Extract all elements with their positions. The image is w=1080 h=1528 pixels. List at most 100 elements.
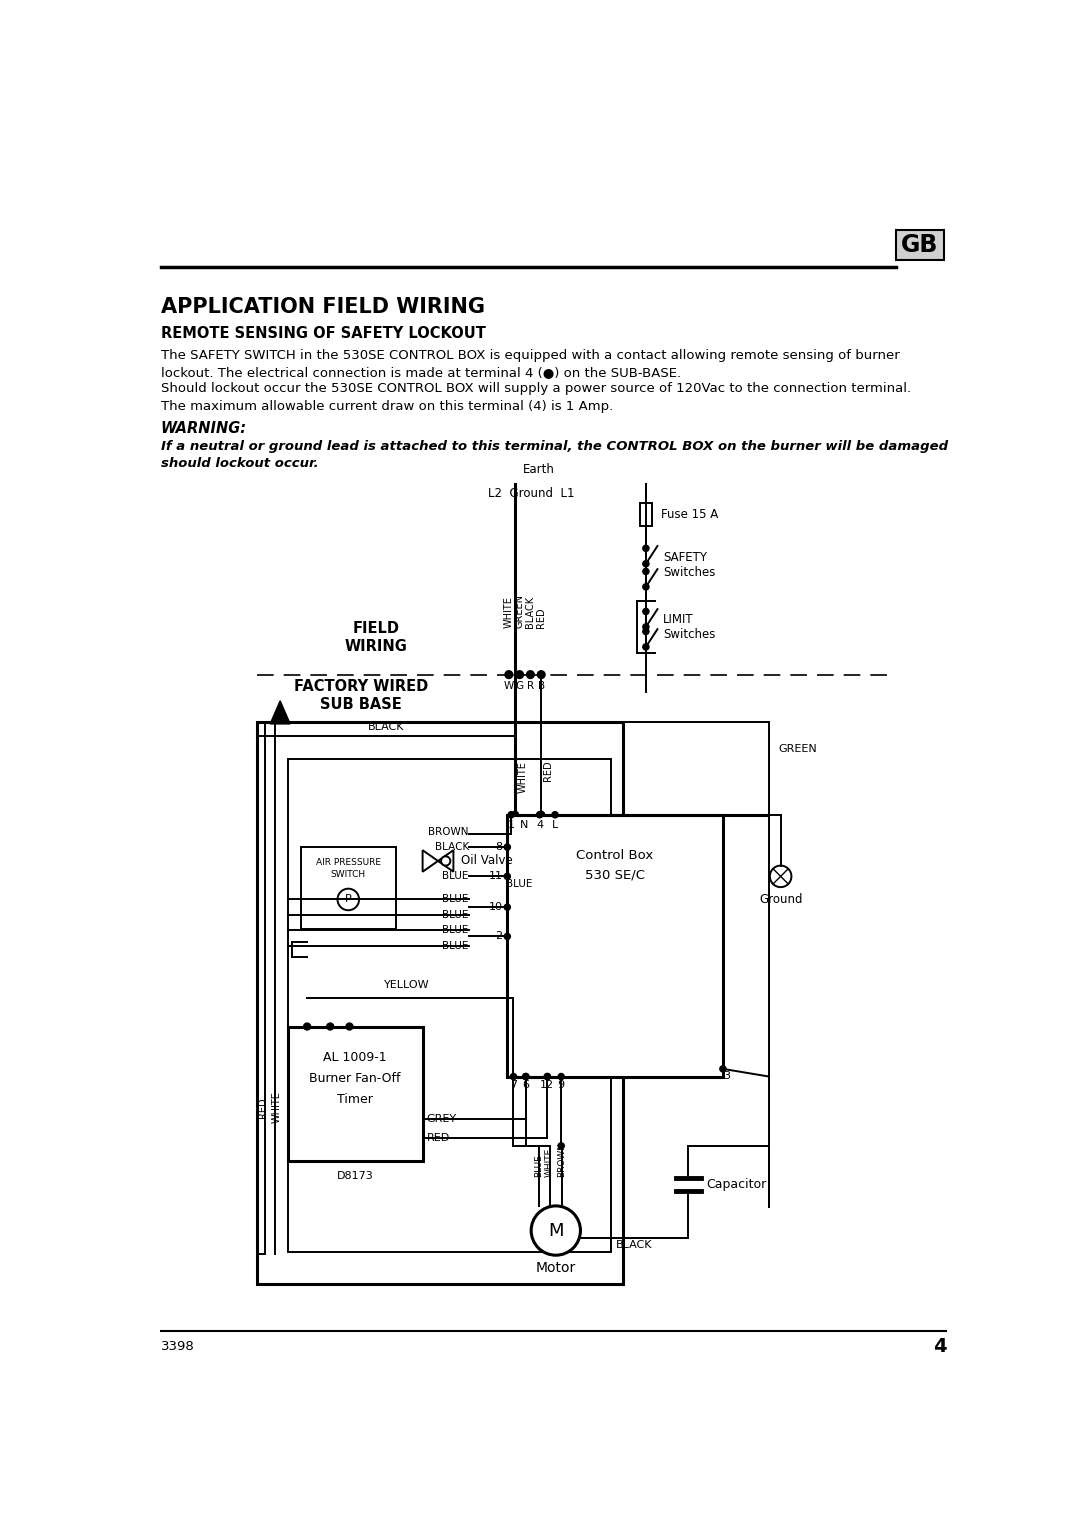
Circle shape (531, 1206, 580, 1254)
Circle shape (512, 811, 518, 817)
Text: P: P (345, 894, 352, 905)
Bar (288, 1027, 422, 1161)
Text: 11: 11 (488, 871, 502, 882)
Text: Earth: Earth (523, 463, 554, 475)
Circle shape (346, 1024, 353, 1030)
Text: BLUE: BLUE (443, 871, 469, 882)
Text: 6: 6 (523, 1080, 529, 1091)
Text: Control Box: Control Box (577, 850, 653, 862)
Text: N: N (521, 821, 528, 830)
Text: GB: GB (902, 232, 939, 257)
Circle shape (643, 643, 649, 649)
Text: 12: 12 (540, 1080, 554, 1091)
Circle shape (643, 545, 649, 552)
Text: BLUE: BLUE (443, 926, 469, 935)
Circle shape (643, 608, 649, 614)
Text: AL 1009-1: AL 1009-1 (323, 1051, 387, 1063)
Circle shape (327, 1024, 334, 1030)
Text: Timer: Timer (337, 1093, 374, 1106)
Text: If a neutral or ground lead is attached to this terminal, the CONTROL BOX on the: If a neutral or ground lead is attached … (161, 440, 948, 471)
Circle shape (338, 889, 359, 911)
Circle shape (643, 628, 649, 634)
Circle shape (537, 811, 543, 817)
Text: Capacitor: Capacitor (706, 1178, 767, 1190)
Text: BLACK: BLACK (616, 1239, 652, 1250)
Text: BLACK: BLACK (434, 842, 469, 853)
Text: BLUE: BLUE (443, 894, 469, 905)
Bar (639, 503, 652, 526)
Circle shape (527, 671, 535, 678)
Text: RED: RED (543, 761, 553, 781)
Circle shape (643, 584, 649, 590)
Text: WHITE: WHITE (271, 1091, 281, 1123)
Circle shape (558, 1143, 564, 1149)
Text: RED: RED (536, 608, 546, 628)
Text: D8173: D8173 (337, 1172, 374, 1181)
Text: 1: 1 (508, 821, 515, 830)
Text: M: M (548, 1221, 564, 1239)
Circle shape (538, 671, 545, 678)
Text: G: G (515, 681, 524, 691)
Text: 3398: 3398 (161, 1340, 194, 1352)
Text: WHITE: WHITE (517, 761, 527, 793)
Circle shape (303, 1024, 311, 1030)
Text: LIMIT
Switches: LIMIT Switches (663, 613, 715, 640)
Circle shape (558, 1074, 564, 1080)
Text: W: W (503, 681, 514, 691)
Bar (896, 229, 944, 260)
Text: 9: 9 (557, 1080, 565, 1091)
Text: B: B (538, 681, 544, 691)
Bar (288, 759, 611, 1251)
Circle shape (504, 843, 511, 850)
Text: GREY: GREY (427, 1114, 457, 1125)
Circle shape (544, 1074, 551, 1080)
Text: BROWN: BROWN (557, 1141, 567, 1177)
Text: SWITCH: SWITCH (330, 871, 366, 879)
Text: FIELD
WIRING: FIELD WIRING (345, 622, 408, 654)
Text: BLACK: BLACK (368, 721, 404, 732)
Text: 4: 4 (932, 1337, 946, 1355)
Text: BLUE: BLUE (535, 1154, 543, 1177)
Text: 8: 8 (496, 842, 502, 853)
Text: FACTORY WIRED
SUB BASE: FACTORY WIRED SUB BASE (294, 680, 428, 712)
Text: 3: 3 (723, 1071, 730, 1082)
Text: L2  Ground  L1: L2 Ground L1 (488, 487, 575, 500)
Text: Fuse 15 A: Fuse 15 A (661, 507, 718, 521)
Text: R: R (527, 681, 534, 691)
Circle shape (552, 811, 558, 817)
Text: AIR PRESSURE: AIR PRESSURE (315, 859, 381, 866)
Text: BROWN: BROWN (429, 828, 469, 837)
Text: BLACK: BLACK (525, 596, 536, 628)
Text: APPLICATION FIELD WIRING: APPLICATION FIELD WIRING (161, 298, 485, 318)
Text: 7: 7 (510, 1080, 517, 1091)
Text: WHITE: WHITE (504, 596, 514, 628)
Bar (257, 723, 623, 1285)
Text: Should lockout occur the 530SE CONTROL BOX will supply a power source of 120Vac : Should lockout occur the 530SE CONTROL B… (161, 382, 910, 413)
Polygon shape (422, 850, 438, 872)
Circle shape (504, 934, 511, 940)
Text: Burner Fan-Off: Burner Fan-Off (310, 1073, 401, 1085)
Circle shape (544, 1074, 551, 1080)
Circle shape (719, 1067, 726, 1073)
Text: 4: 4 (536, 821, 543, 830)
Circle shape (643, 623, 649, 630)
Text: Oil Valve: Oil Valve (461, 854, 513, 868)
Text: 530 SE/C: 530 SE/C (585, 868, 645, 882)
Polygon shape (270, 701, 291, 724)
Bar (508, 814, 723, 1077)
Text: WHITE: WHITE (545, 1148, 554, 1177)
Text: RED: RED (427, 1134, 449, 1143)
Circle shape (504, 905, 511, 911)
Circle shape (770, 865, 792, 888)
Circle shape (441, 856, 450, 865)
Text: 2: 2 (496, 932, 502, 941)
Text: BLUE: BLUE (443, 909, 469, 920)
Circle shape (538, 811, 544, 817)
Text: BLUE: BLUE (443, 941, 469, 950)
Circle shape (643, 561, 649, 567)
Circle shape (523, 1074, 529, 1080)
Text: 10: 10 (488, 902, 502, 912)
Circle shape (505, 671, 513, 678)
Circle shape (511, 1074, 516, 1080)
Text: The SAFETY SWITCH in the 530SE CONTROL BOX is equipped with a contact allowing r: The SAFETY SWITCH in the 530SE CONTROL B… (161, 348, 900, 379)
